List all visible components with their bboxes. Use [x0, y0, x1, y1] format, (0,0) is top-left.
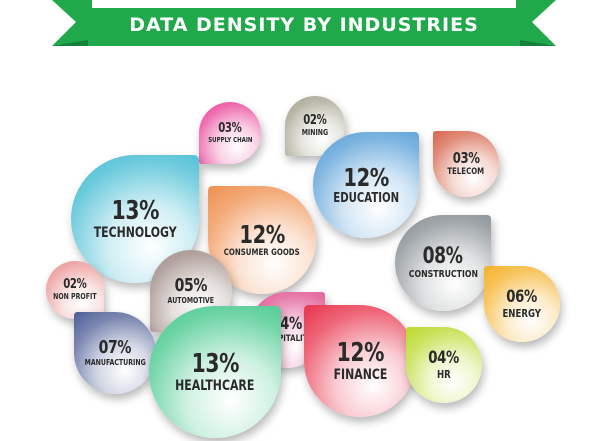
bubble-label: CONSTRUCTION	[408, 268, 478, 280]
bubble-consumer-goods: 12% CONSUMER GOODS	[208, 186, 316, 294]
bubble-label: CONSUMER GOODS	[224, 247, 300, 258]
bubble-value: 08%	[423, 243, 463, 269]
bubble-label: ENERGY	[502, 306, 542, 320]
bubble-manufacturing: 07% MANUFACTURING	[74, 312, 156, 394]
bubble-value: 13%	[191, 348, 239, 379]
bubble-label: NON PROFIT	[53, 292, 97, 302]
bubble-label: HOSPITALITY	[261, 333, 313, 344]
bubble-label: HEALTHCARE	[175, 377, 255, 394]
bubble-value: 04%	[428, 347, 460, 368]
bubble-telecom: 03% TELECOM	[433, 131, 499, 197]
bubble-education: 12% EDUCATION	[313, 132, 419, 238]
bubble-label: EDUCATION	[333, 190, 399, 206]
bubble-label: TECHNOLOGY	[93, 224, 177, 241]
banner-ribbon	[52, 0, 556, 46]
bubble-value: 05%	[174, 274, 208, 296]
bubble-finance: 12% FINANCE	[304, 305, 416, 417]
bubble-value: 03%	[452, 148, 480, 167]
bubble-value: 06%	[506, 286, 538, 307]
title-banner	[52, 0, 556, 46]
bubble-label: TELECOM	[447, 166, 485, 177]
bubble-label: MANUFACTURING	[84, 357, 146, 367]
bubble-healthcare: 13% HEALTHCARE	[149, 306, 281, 438]
chart-title: DATA DENSITY BY INDUSTRIES	[129, 14, 479, 36]
bubble-value: 12%	[336, 337, 384, 368]
bubble-energy: 06% ENERGY	[484, 266, 560, 342]
bubble-value: 03%	[218, 120, 242, 136]
bubble-value: 02%	[303, 113, 327, 129]
banner-strip	[92, 0, 516, 8]
banner-fold-right	[520, 40, 556, 46]
bubble-label: MINING	[301, 128, 329, 138]
bubble-value: 12%	[239, 219, 285, 249]
bubble-value: 12%	[343, 162, 389, 192]
bubble-label: SUPPLY CHAIN	[207, 135, 253, 144]
bubble-value: 13%	[111, 195, 159, 226]
bubble-value: 07%	[98, 336, 132, 358]
bubble-technology: 13% TECHNOLOGY	[71, 155, 199, 283]
bubble-label: FINANCE	[333, 366, 387, 383]
bubble-hr: 04% HR	[406, 327, 482, 403]
bubble-construction: 08% CONSTRUCTION	[395, 215, 491, 311]
bubble-label: HR	[437, 367, 451, 381]
bubble-label: AUTOMOTIVE	[167, 295, 215, 305]
bubble-supply-chain: 03% SUPPLY CHAIN	[199, 102, 261, 164]
banner-fold-left	[52, 40, 88, 46]
bubble-value: 02%	[63, 277, 87, 293]
bubble-non-profit: 02% NON PROFIT	[46, 261, 104, 319]
